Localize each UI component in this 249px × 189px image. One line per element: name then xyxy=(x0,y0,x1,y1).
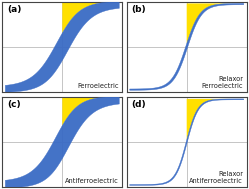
Polygon shape xyxy=(62,96,119,125)
Polygon shape xyxy=(62,2,119,33)
Text: (b): (b) xyxy=(132,5,146,14)
Polygon shape xyxy=(130,3,244,90)
Text: (d): (d) xyxy=(132,100,146,109)
Polygon shape xyxy=(187,3,244,43)
Polygon shape xyxy=(5,96,119,188)
Text: (a): (a) xyxy=(7,5,22,14)
Text: Relaxor
Antiferroelectric: Relaxor Antiferroelectric xyxy=(189,171,243,184)
Text: Ferroelectric: Ferroelectric xyxy=(77,83,119,89)
Polygon shape xyxy=(187,99,244,140)
Polygon shape xyxy=(5,2,119,92)
Text: Relaxor
Ferroelectric: Relaxor Ferroelectric xyxy=(201,76,243,89)
Text: Antiferroelectric: Antiferroelectric xyxy=(65,178,119,184)
Polygon shape xyxy=(130,99,244,185)
Text: (c): (c) xyxy=(7,100,21,109)
